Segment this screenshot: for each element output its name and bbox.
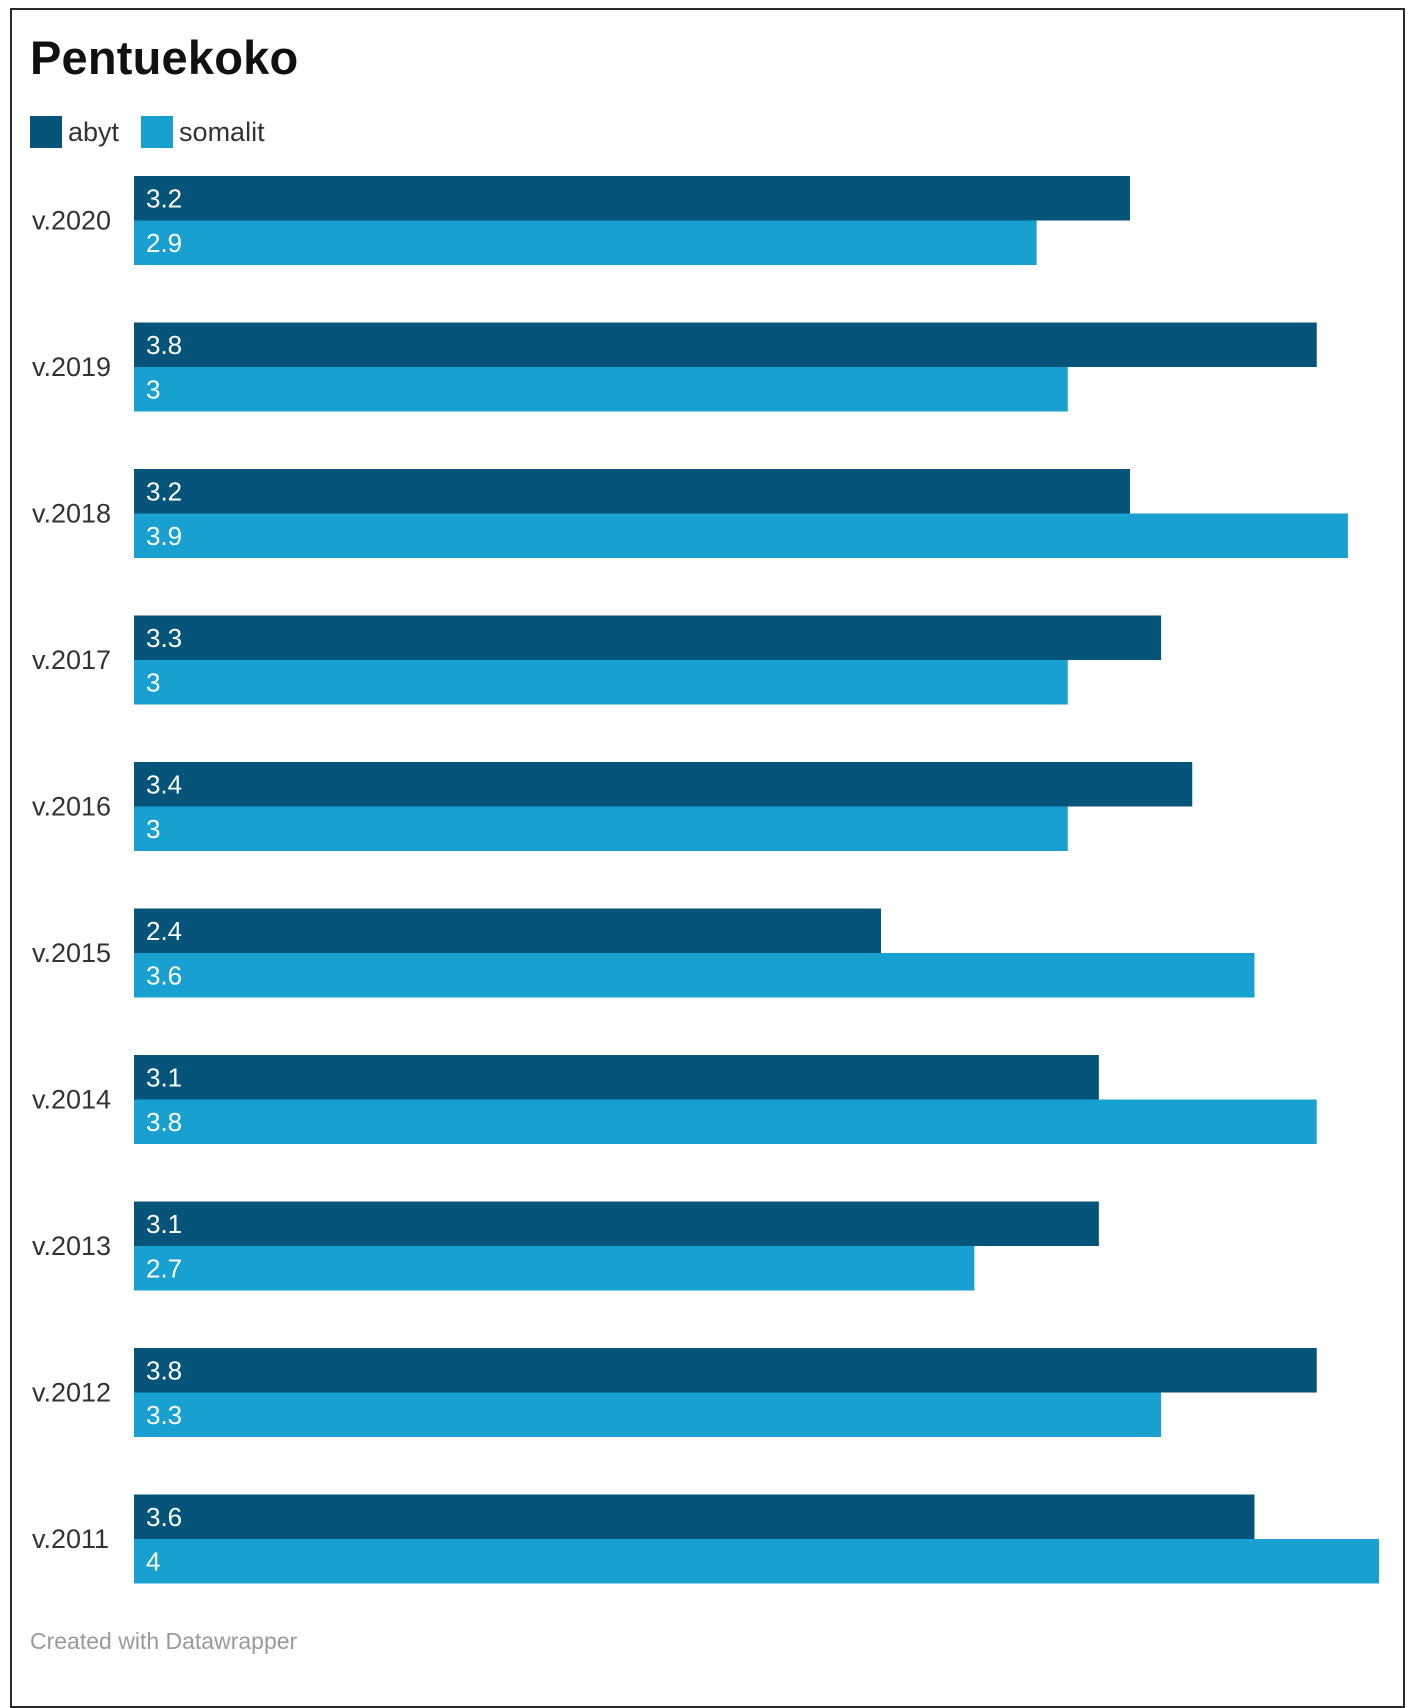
legend-swatch-somalit [141, 116, 174, 148]
legend-item-abyt: abyt [30, 116, 119, 148]
bar-somalit [134, 953, 1255, 998]
bar-abyt [134, 615, 1162, 660]
data-label-abyt: 3.8 [146, 1355, 182, 1385]
bar-abyt [134, 1055, 1099, 1100]
data-label-somalit: 3 [146, 667, 160, 697]
data-label-abyt: 3.1 [146, 1209, 182, 1239]
category-label: v.2012 [32, 1378, 111, 1408]
category-label: v.2017 [32, 645, 111, 675]
data-label-abyt: 3.1 [146, 1062, 182, 1092]
bar-abyt [134, 176, 1130, 221]
data-label-somalit: 2.7 [146, 1253, 182, 1283]
data-label-somalit: 3 [146, 374, 160, 404]
legend-label-abyt: abyt [68, 116, 120, 147]
data-label-abyt: 3.2 [146, 183, 182, 213]
legend: abyt somalit [30, 115, 287, 149]
category-label: v.2016 [32, 792, 111, 822]
bar-somalit [134, 806, 1068, 851]
bar-abyt [134, 762, 1193, 807]
bar-somalit [134, 513, 1348, 558]
data-label-abyt: 3.6 [146, 1502, 182, 1532]
legend-label-somalit: somalit [179, 116, 265, 147]
data-label-abyt: 3.4 [146, 769, 182, 799]
bar-somalit [134, 660, 1068, 705]
bar-somalit [134, 1246, 975, 1291]
data-label-somalit: 3.6 [146, 960, 182, 990]
bar-abyt [134, 1348, 1317, 1393]
category-label: v.2011 [32, 1524, 109, 1554]
bar-somalit [134, 220, 1037, 265]
data-label-somalit: 3.3 [146, 1400, 182, 1430]
category-label: v.2020 [32, 206, 111, 236]
category-label: v.2015 [32, 938, 111, 968]
chart-title: Pentuekoko [30, 31, 299, 84]
data-label-somalit: 3.8 [146, 1107, 182, 1137]
data-label-somalit: 3.9 [146, 521, 182, 551]
data-label-abyt: 3.2 [146, 476, 182, 506]
data-label-somalit: 3 [146, 814, 160, 844]
bar-abyt [134, 322, 1317, 367]
category-label: v.2018 [32, 499, 111, 529]
bar-abyt [134, 908, 881, 953]
bar-abyt [134, 1201, 1099, 1246]
footer-credit: Created with Datawrapper [30, 1628, 298, 1654]
data-label-abyt: 2.4 [146, 916, 182, 946]
category-label: v.2014 [32, 1085, 111, 1115]
legend-swatch-abyt [30, 116, 62, 148]
data-label-abyt: 3.8 [146, 330, 182, 360]
bar-abyt [134, 1494, 1255, 1539]
bar-somalit [134, 1539, 1379, 1584]
category-label: v.2013 [32, 1231, 111, 1261]
data-label-abyt: 3.3 [146, 623, 182, 653]
bar-somalit [134, 1099, 1317, 1144]
bar-somalit [134, 1392, 1162, 1437]
bar-abyt [134, 469, 1130, 514]
data-label-somalit: 4 [146, 1546, 160, 1576]
bar-somalit [134, 367, 1068, 412]
data-label-somalit: 2.9 [146, 228, 182, 258]
legend-item-somalit: somalit [141, 116, 265, 148]
bar-chart: v.2020 3.2 2.9 v.2019 3.8 3 v.2018 3.2 3.9 v.2017… [32, 176, 1379, 1584]
category-label: v.2019 [32, 352, 111, 382]
